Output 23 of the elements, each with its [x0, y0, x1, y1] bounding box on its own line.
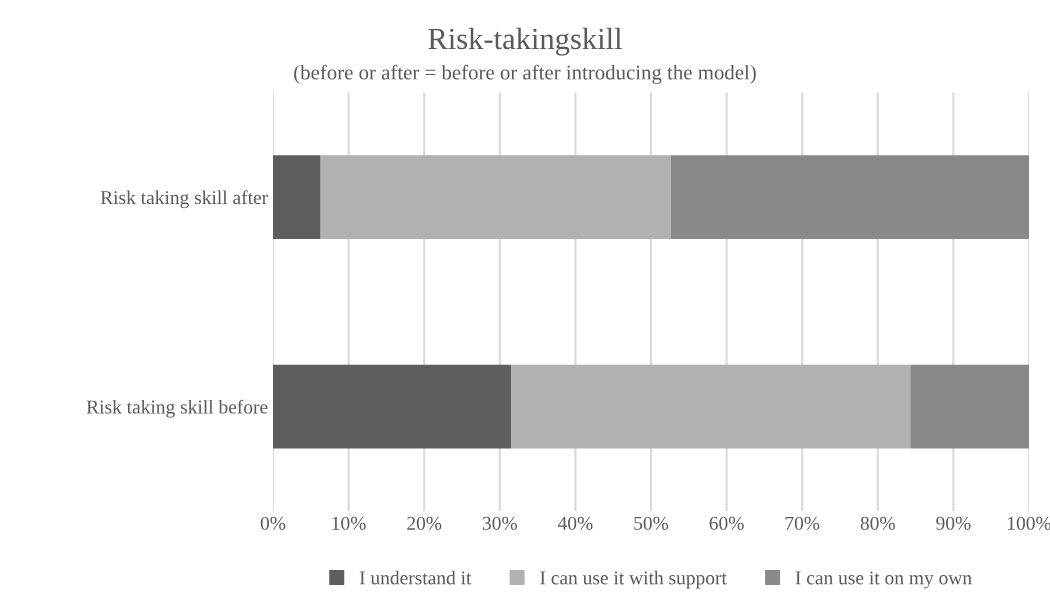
- chart-subtitle: (before or after = before or after introducing the model): [294, 64, 756, 84]
- x-tick-label: 90%: [936, 516, 971, 530]
- bar: [273, 155, 321, 240]
- legend-label: I can use it with support: [540, 570, 727, 589]
- bar: [320, 155, 671, 240]
- y-tick-label: Risk taking skill after: [100, 190, 268, 209]
- x-tick-label: 80%: [860, 516, 895, 530]
- x-tick-label: 60%: [709, 516, 744, 530]
- chart-title: Risk-takingskill: [428, 27, 622, 56]
- x-tick-label: 70%: [785, 516, 820, 530]
- x-tick-label: 0%: [260, 516, 286, 530]
- x-tick-label: 40%: [557, 516, 593, 530]
- bar: [670, 155, 1029, 240]
- x-tick-label: 20%: [407, 516, 442, 530]
- y-tick-label: Risk taking skill before: [86, 399, 268, 418]
- x-tick-label: 30%: [482, 516, 517, 530]
- bar: [910, 364, 1029, 449]
- legend-label: I understand it: [359, 570, 472, 585]
- bar: [273, 364, 512, 449]
- legend-label: I can use it on my own: [795, 571, 972, 589]
- bar: [511, 364, 911, 449]
- x-tick-label: 50%: [634, 516, 669, 530]
- x-tick-label: 10%: [332, 516, 366, 530]
